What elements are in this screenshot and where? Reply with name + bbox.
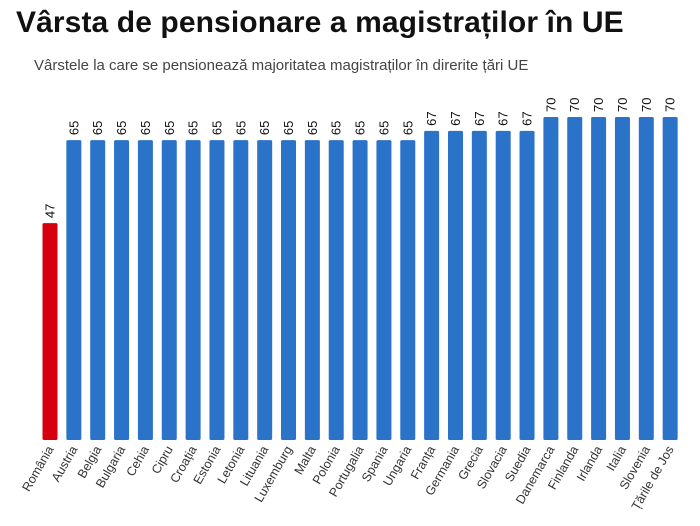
value-label-3: 65: [114, 121, 129, 135]
bar-4: [137, 140, 153, 440]
chart-subtitle: Vârstele la care se pensionează majorita…: [34, 57, 529, 74]
bar-16: [424, 130, 440, 440]
value-label-1: 65: [66, 121, 81, 135]
value-label-13: 65: [353, 121, 368, 135]
bar-15: [400, 140, 416, 440]
bar-0: [42, 223, 58, 440]
bar-2: [90, 140, 106, 440]
value-label-17: 67: [448, 111, 463, 125]
value-label-14: 65: [376, 121, 391, 135]
bar-21: [543, 117, 559, 440]
value-label-20: 67: [520, 111, 535, 125]
value-label-25: 70: [639, 98, 654, 112]
bar-5: [161, 140, 177, 440]
value-label-15: 65: [400, 121, 415, 135]
bar-20: [519, 130, 535, 440]
bar-13: [352, 140, 368, 440]
bar-14: [376, 140, 392, 440]
value-label-5: 65: [162, 121, 177, 135]
bar-3: [114, 140, 130, 440]
value-label-4: 65: [138, 121, 153, 135]
bar-25: [638, 117, 654, 440]
value-label-23: 70: [591, 98, 606, 112]
value-label-22: 70: [567, 98, 582, 112]
bar-18: [471, 130, 487, 440]
bar-24: [614, 117, 630, 440]
bar-11: [304, 140, 320, 440]
value-label-8: 65: [233, 121, 248, 135]
bar-10: [281, 140, 297, 440]
value-label-16: 67: [424, 111, 439, 125]
bar-22: [567, 117, 583, 440]
category-label-0: România: [19, 443, 56, 493]
value-label-21: 70: [543, 98, 558, 112]
bar-12: [328, 140, 344, 440]
value-label-24: 70: [615, 98, 630, 112]
value-label-10: 65: [281, 121, 296, 135]
bar-19: [495, 130, 511, 440]
value-label-7: 65: [209, 121, 224, 135]
value-label-0: 47: [43, 204, 58, 218]
value-label-11: 65: [305, 121, 320, 135]
bar-23: [591, 117, 607, 440]
bar-17: [447, 130, 463, 440]
bar-9: [257, 140, 273, 440]
value-label-18: 67: [472, 111, 487, 125]
category-label-4: Cehia: [124, 443, 152, 478]
bar-1: [66, 140, 82, 440]
value-label-12: 65: [329, 121, 344, 135]
value-label-19: 67: [496, 111, 511, 125]
bar-6: [185, 140, 201, 440]
bar-8: [233, 140, 249, 440]
value-label-2: 65: [90, 121, 105, 135]
value-label-9: 65: [257, 121, 272, 135]
bar-26: [662, 117, 678, 440]
bar-7: [209, 140, 225, 440]
chart-title: Vârsta de pensionare a magistraților în …: [16, 6, 624, 39]
value-label-26: 70: [663, 98, 678, 112]
value-label-6: 65: [186, 121, 201, 135]
